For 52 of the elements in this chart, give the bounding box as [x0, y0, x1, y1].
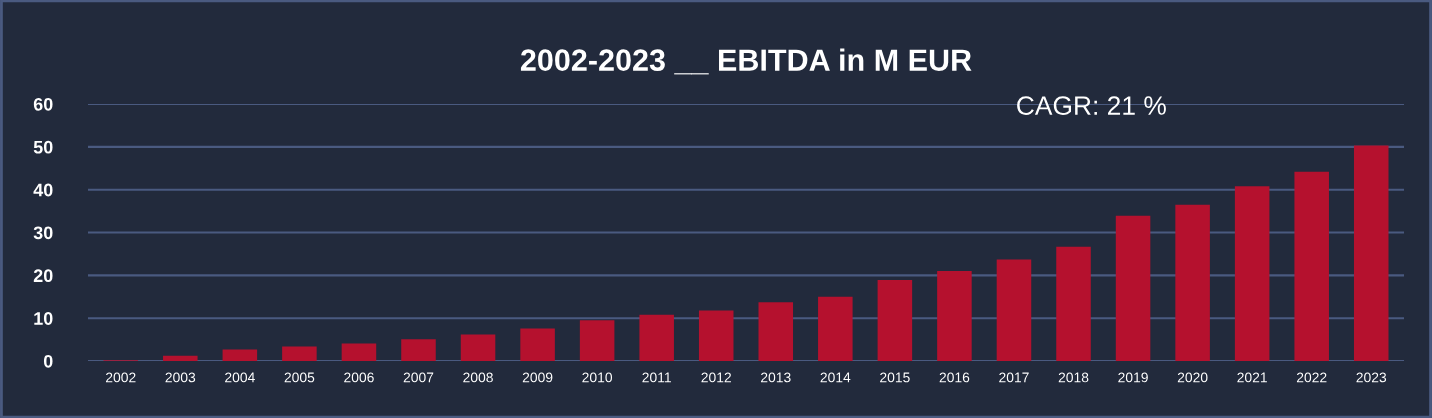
bar: [579, 320, 615, 361]
y-tick-label: 30: [33, 226, 53, 240]
x-tick-label: 2012: [701, 372, 731, 383]
x-tick-label: 2005: [284, 372, 315, 383]
bar: [401, 339, 436, 361]
x-tick-label: 2019: [1118, 372, 1148, 383]
bar: [222, 349, 258, 361]
x-tick-label: 2014: [820, 372, 851, 383]
bar: [758, 302, 794, 361]
bar: [996, 259, 1032, 361]
bar: [877, 280, 913, 361]
bar: [1056, 246, 1091, 361]
bar: [282, 346, 317, 361]
x-tick-label: 2022: [1296, 372, 1327, 383]
bar: [341, 343, 377, 361]
y-tick-label: 0: [43, 354, 53, 368]
x-tick-label: 2007: [403, 372, 434, 383]
x-tick-label: 2008: [463, 372, 493, 383]
x-tick-label: 2010: [582, 372, 613, 383]
x-tick-label: 2015: [880, 372, 910, 383]
x-tick-label: 2002: [106, 372, 136, 383]
x-tick-label: 2011: [642, 372, 671, 383]
x-tick-label: 2017: [999, 372, 1029, 383]
bar: [937, 271, 972, 361]
y-tick-label: 40: [33, 183, 53, 197]
x-tick-label: 2013: [761, 372, 791, 383]
x-tick-label: 2020: [1177, 372, 1208, 383]
bar: [1353, 145, 1389, 361]
y-tick-label: 50: [33, 140, 53, 154]
bar: [698, 310, 734, 361]
x-tick-label: 2023: [1356, 372, 1387, 383]
x-tick-label: 2016: [939, 372, 970, 383]
annotation: CAGR: 21 %: [1017, 96, 1166, 115]
x-tick-label: 2003: [165, 372, 196, 383]
x-tick-label: 2021: [1237, 372, 1267, 383]
x-tick-label: 2004: [225, 372, 255, 383]
bar: [163, 355, 198, 361]
bar: [639, 314, 674, 361]
bar: [520, 328, 555, 361]
y-tick-label: 60: [33, 97, 53, 111]
bar: [1175, 204, 1210, 361]
y-tick-label: 10: [34, 312, 53, 325]
bar: [1234, 186, 1270, 361]
y-tick-label: 20: [33, 269, 53, 283]
bar: [818, 296, 853, 361]
x-tick-label: 2006: [344, 372, 374, 383]
bar: [460, 334, 496, 361]
x-tick-label: 2009: [522, 372, 553, 383]
chart-title: 2002-2023 __ EBITDA in M EUR: [520, 48, 972, 75]
x-tick-label: 2018: [1058, 372, 1089, 383]
bar: [1294, 171, 1329, 361]
bar: [1115, 215, 1151, 361]
